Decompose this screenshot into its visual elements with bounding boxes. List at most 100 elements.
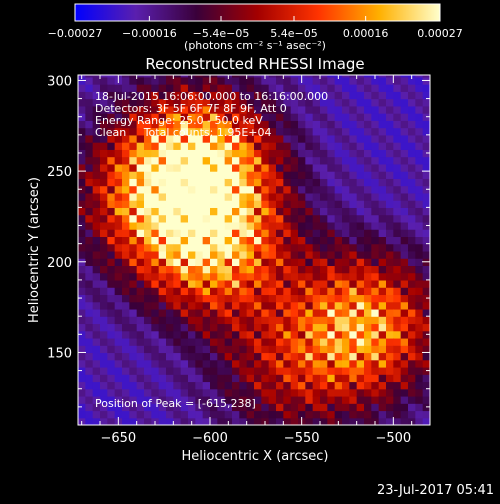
- heatmap-cell: [312, 337, 321, 346]
- heatmap-cell: [268, 98, 277, 107]
- y-tick-label: 200: [47, 256, 72, 271]
- heatmap-cell: [254, 84, 262, 92]
- heatmap-cell: [386, 76, 394, 85]
- heatmap-cell: [356, 388, 365, 397]
- heatmap-cell: [217, 171, 226, 179]
- heatmap-cell: [400, 417, 409, 425]
- heatmap-cell: [408, 352, 416, 361]
- heatmap-cell: [393, 395, 402, 404]
- heatmap-cell: [144, 287, 152, 296]
- heatmap-cell: [305, 127, 314, 136]
- heatmap-cell: [305, 171, 314, 179]
- heatmap-cell: [320, 417, 328, 425]
- heatmap-cell: [180, 316, 189, 325]
- heatmap-cell: [364, 142, 372, 150]
- heatmap-cell: [239, 265, 248, 274]
- heatmap-cell: [422, 316, 430, 325]
- heatmap-cell: [100, 294, 108, 303]
- heatmap-cell: [393, 236, 402, 245]
- heatmap-cell: [239, 308, 248, 317]
- heatmap-cell: [107, 352, 116, 361]
- heatmap-cell: [312, 185, 321, 194]
- heatmap-cell: [312, 301, 321, 310]
- heatmap-cell: [290, 120, 299, 129]
- heatmap-cell: [224, 316, 233, 325]
- heatmap-cell: [188, 178, 196, 187]
- heatmap-cell: [195, 98, 204, 107]
- heatmap-cell: [107, 417, 116, 425]
- heatmap-cell: [320, 185, 328, 194]
- heatmap-cell: [100, 185, 108, 194]
- heatmap-cell: [100, 113, 108, 121]
- heatmap-cell: [378, 98, 387, 107]
- heatmap-cell: [276, 345, 284, 354]
- heatmap-cell: [334, 308, 343, 317]
- heatmap-cell: [400, 301, 409, 310]
- annotation-energy-range: Energy Range: 25.0 - 50.0 keV: [95, 114, 263, 127]
- heatmap-cell: [195, 330, 204, 339]
- heatmap-cell: [122, 149, 130, 158]
- heatmap-cell: [173, 171, 182, 179]
- heatmap-cell: [210, 395, 218, 404]
- heatmap-cell: [327, 149, 336, 158]
- heatmap-cell: [400, 366, 409, 375]
- heatmap-cell: [217, 330, 226, 339]
- heatmap-cell: [232, 221, 240, 230]
- heatmap-cell: [114, 250, 123, 259]
- heatmap-cell: [276, 91, 284, 100]
- heatmap-cell: [400, 330, 409, 339]
- heatmap-cell: [298, 330, 306, 339]
- heatmap-cell: [290, 272, 299, 281]
- heatmap-cell: [173, 200, 182, 208]
- heatmap-cell: [217, 359, 226, 368]
- heatmap-cell: [114, 163, 123, 172]
- heatmap-cell: [151, 200, 160, 208]
- heatmap-cell: [210, 185, 218, 194]
- heatmap-cell: [173, 75, 182, 78]
- heatmap-cell: [415, 258, 424, 267]
- heatmap-cell: [378, 156, 387, 165]
- heatmap-cell: [107, 185, 116, 194]
- heatmap-cell: [371, 142, 380, 150]
- heatmap-cell: [85, 185, 94, 194]
- heatmap-cell: [349, 330, 358, 339]
- heatmap-cell: [100, 352, 108, 361]
- heatmap-cell: [386, 410, 394, 419]
- heatmap-cell: [305, 156, 314, 165]
- heatmap-cell: [166, 134, 174, 143]
- heatmap-cell: [320, 171, 328, 179]
- heatmap-cell: [349, 105, 358, 114]
- heatmap-cell: [305, 374, 314, 383]
- heatmap-cell: [144, 84, 152, 92]
- heatmap-cell: [290, 178, 299, 187]
- heatmap-cell: [239, 243, 248, 252]
- heatmap-cell: [180, 330, 189, 339]
- heatmap-cell: [342, 287, 350, 296]
- heatmap-cell: [173, 142, 182, 150]
- heatmap-cell: [166, 229, 174, 237]
- heatmap-cell: [239, 178, 248, 187]
- heatmap-cell: [261, 178, 270, 187]
- heatmap-cell: [129, 221, 138, 230]
- heatmap-cell: [422, 171, 430, 179]
- heatmap-cell: [173, 301, 182, 310]
- heatmap-cell: [202, 229, 211, 237]
- heatmap-cell: [261, 301, 270, 310]
- heatmap-cell: [195, 287, 204, 296]
- heatmap-cell: [327, 185, 336, 194]
- heatmap-cell: [268, 388, 277, 397]
- heatmap-cell: [129, 279, 138, 288]
- heatmap-cell: [386, 287, 394, 296]
- heatmap-cell: [408, 403, 416, 412]
- heatmap-cell: [100, 105, 108, 114]
- annotation-time-range: 18-Jul-2015 16:06:00.000 to 16:16:00.000: [95, 90, 328, 103]
- heatmap-cell: [254, 301, 262, 310]
- heatmap-cell: [400, 142, 409, 150]
- heatmap-cell: [254, 308, 262, 317]
- heatmap-cell: [85, 91, 94, 100]
- heatmap-cell: [276, 388, 284, 397]
- heatmap-cell: [173, 185, 182, 194]
- heatmap-cell: [356, 142, 365, 150]
- heatmap-cell: [415, 98, 424, 107]
- heatmap-cell: [78, 214, 86, 223]
